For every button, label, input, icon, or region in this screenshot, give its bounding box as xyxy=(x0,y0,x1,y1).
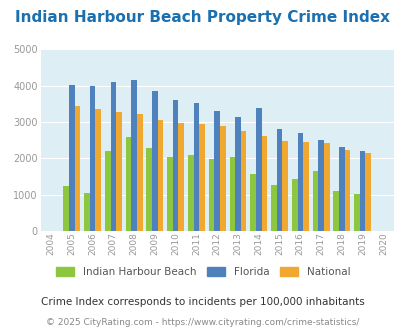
Bar xyxy=(136,114,142,231)
Bar xyxy=(333,191,338,231)
Bar xyxy=(240,131,246,231)
Bar xyxy=(276,129,281,231)
Bar xyxy=(167,156,173,231)
Bar xyxy=(359,151,364,231)
Bar xyxy=(323,143,329,231)
Bar xyxy=(303,142,308,231)
Bar xyxy=(178,123,183,231)
Bar xyxy=(338,147,344,231)
Bar xyxy=(116,112,121,231)
Text: Crime Index corresponds to incidents per 100,000 inhabitants: Crime Index corresponds to incidents per… xyxy=(41,297,364,307)
Bar xyxy=(146,148,152,231)
Bar xyxy=(110,82,116,231)
Bar xyxy=(193,103,199,231)
Bar xyxy=(214,111,220,231)
Bar xyxy=(250,174,255,231)
Bar xyxy=(104,151,110,231)
Bar xyxy=(84,193,90,231)
Bar xyxy=(208,159,214,231)
Bar xyxy=(63,185,69,231)
Bar xyxy=(69,85,75,231)
Bar xyxy=(152,91,157,231)
Bar xyxy=(173,100,178,231)
Bar xyxy=(95,109,101,231)
Bar xyxy=(364,152,370,231)
Bar xyxy=(344,150,350,231)
Bar xyxy=(354,194,359,231)
Bar xyxy=(312,172,318,231)
Bar xyxy=(131,80,136,231)
Bar xyxy=(255,108,261,231)
Bar xyxy=(220,126,225,231)
Bar xyxy=(234,117,240,231)
Bar xyxy=(291,179,297,231)
Bar xyxy=(75,106,80,231)
Bar xyxy=(229,157,234,231)
Bar xyxy=(318,140,323,231)
Bar xyxy=(199,123,205,231)
Bar xyxy=(297,133,303,231)
Bar xyxy=(157,120,163,231)
Text: Indian Harbour Beach Property Crime Index: Indian Harbour Beach Property Crime Inde… xyxy=(15,10,390,25)
Legend: Indian Harbour Beach, Florida, National: Indian Harbour Beach, Florida, National xyxy=(51,263,354,281)
Bar xyxy=(188,155,193,231)
Bar xyxy=(90,86,95,231)
Bar xyxy=(261,136,266,231)
Bar xyxy=(271,185,276,231)
Bar xyxy=(126,137,131,231)
Text: © 2025 CityRating.com - https://www.cityrating.com/crime-statistics/: © 2025 CityRating.com - https://www.city… xyxy=(46,318,359,327)
Bar xyxy=(281,141,287,231)
